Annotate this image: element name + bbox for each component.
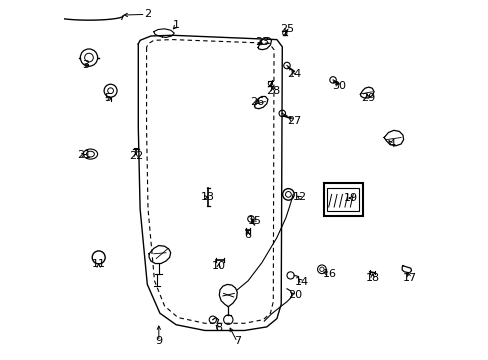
Text: 8: 8 [215, 323, 223, 333]
Text: 4: 4 [388, 139, 395, 149]
Text: 2: 2 [143, 9, 151, 19]
Text: 17: 17 [402, 273, 416, 283]
Text: 13: 13 [201, 192, 214, 202]
Text: 1: 1 [172, 20, 179, 30]
Text: 12: 12 [293, 192, 307, 202]
Bar [323, 183, 362, 216]
Text: 21: 21 [77, 150, 91, 160]
Text: 5: 5 [104, 93, 111, 103]
Text: 6: 6 [244, 230, 251, 240]
Text: 29: 29 [361, 93, 375, 103]
Text: 20: 20 [287, 290, 302, 300]
Bar [326, 188, 358, 211]
Text: 14: 14 [294, 276, 308, 287]
Text: 26: 26 [249, 96, 264, 107]
Text: 15: 15 [248, 216, 262, 226]
Text: 25: 25 [279, 24, 293, 34]
Text: 10: 10 [212, 261, 226, 271]
Text: 28: 28 [265, 86, 280, 96]
Text: 7: 7 [233, 336, 241, 346]
Text: 9: 9 [155, 336, 162, 346]
Text: 23: 23 [254, 37, 268, 48]
Text: 24: 24 [286, 69, 301, 79]
Text: 27: 27 [286, 116, 301, 126]
Text: 16: 16 [323, 269, 337, 279]
Text: 11: 11 [92, 258, 105, 269]
Text: 19: 19 [343, 193, 357, 203]
Text: 18: 18 [366, 273, 380, 283]
Text: 22: 22 [128, 150, 142, 161]
Text: 30: 30 [331, 81, 345, 91]
Text: 3: 3 [81, 60, 89, 70]
